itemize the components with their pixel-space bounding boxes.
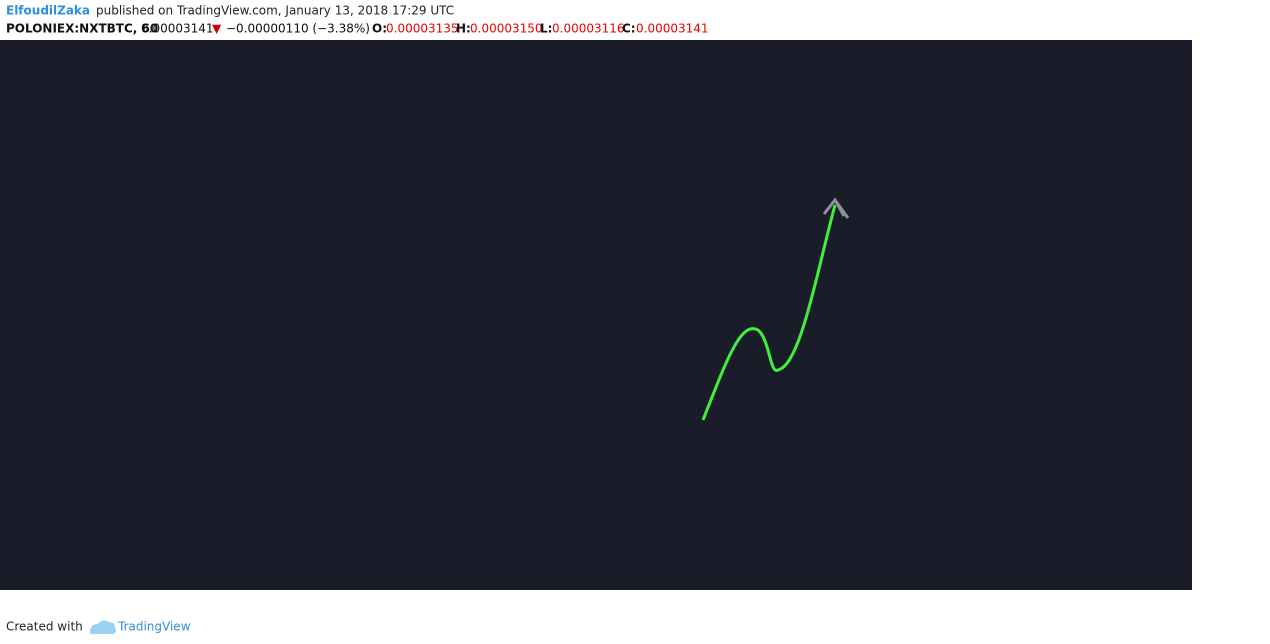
l: 0.00003116 [552, 22, 625, 36]
last: 0.00003141 [141, 22, 214, 36]
symbol: POLONIEX:NXTBTC, 60 [6, 22, 158, 36]
h: 0.00003150 [470, 22, 543, 36]
c-label: C: [622, 22, 636, 36]
h-label: H: [456, 22, 471, 36]
logo [89, 620, 117, 634]
published: published on TradingView.com, January 13… [96, 4, 454, 18]
plot-background [0, 40, 1192, 590]
arrow: ▼ [212, 22, 222, 36]
o-label: O: [372, 22, 387, 36]
ohlc-line: POLONIEX:NXTBTC, 60 0.00003141 ▼ −0.0000… [6, 22, 709, 36]
footer-brand[interactable]: TradingView [117, 620, 191, 634]
change: −0.00000110 (−3.38%) [226, 22, 370, 36]
o: 0.00003135 [386, 22, 459, 36]
l-label: L: [540, 22, 552, 36]
c: 0.00003141 [636, 22, 709, 36]
footer-created: Created with [6, 620, 83, 634]
arrow-head [822, 197, 850, 219]
forecast-arrow [701, 204, 837, 421]
author[interactable]: ElfoudilZaka [6, 4, 90, 18]
